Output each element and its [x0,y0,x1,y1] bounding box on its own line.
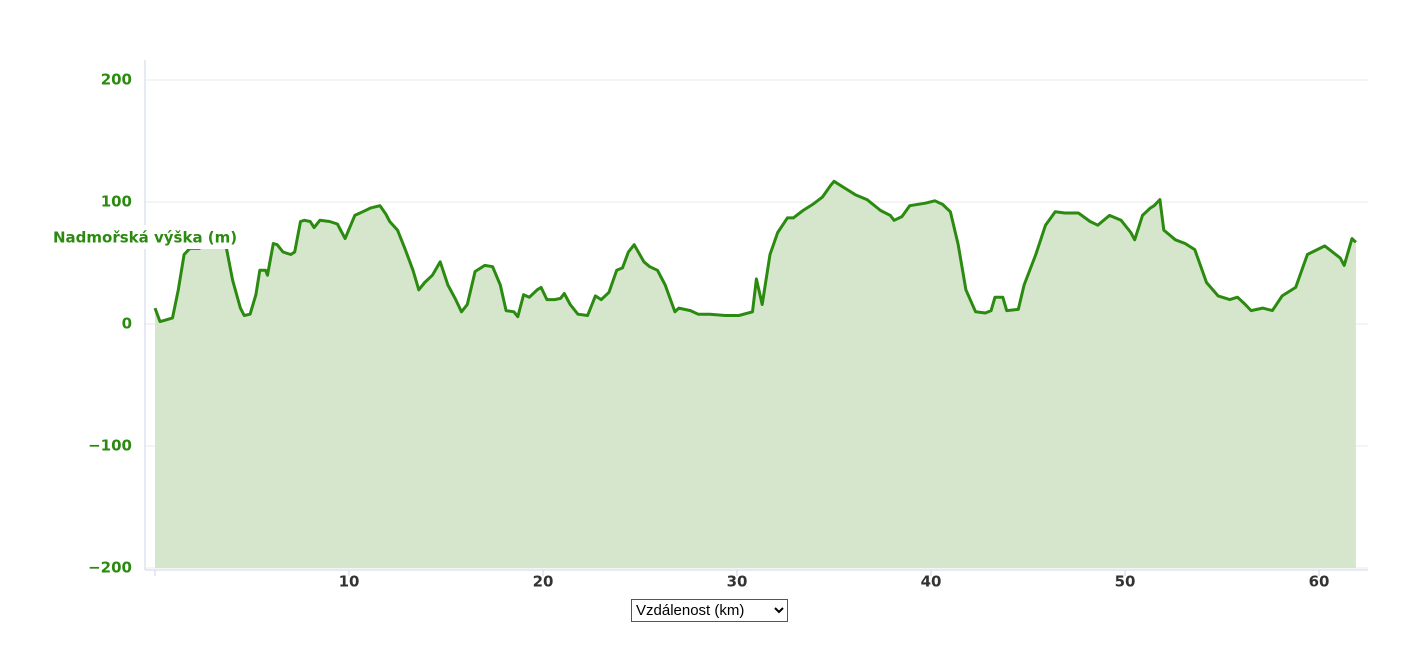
y-axis-label: Nadmořská výška (m) [53,229,237,247]
x-tick-label: 30 [727,573,748,591]
y-tick-label: 100 [101,193,132,211]
y-tick-label: 200 [101,71,132,89]
area-fill [155,181,1356,569]
x-tick-label: 10 [339,573,360,591]
y-tick-label: −200 [88,559,132,577]
y-tick-label: −100 [88,437,132,455]
x-tick-label: 50 [1115,573,1136,591]
x-tick-label: 40 [921,573,942,591]
y-tick-label: 0 [122,315,132,333]
y-axis-label-bg [50,225,233,249]
x-tick-label: 20 [533,573,554,591]
elevation-line [153,179,1357,324]
x-axis-select[interactable]: Vzdálenost (km) [631,599,788,622]
x-tick-label: 60 [1309,573,1330,591]
